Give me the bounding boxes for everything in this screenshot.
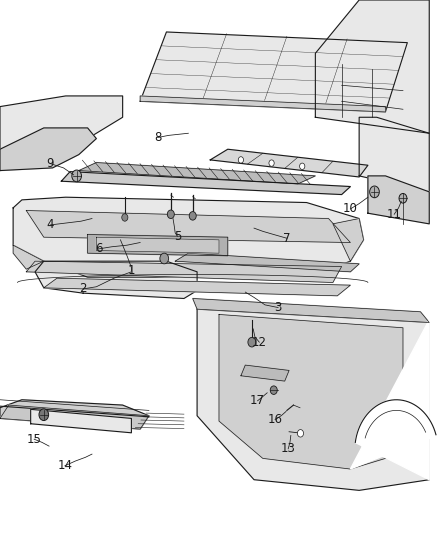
Text: 5: 5: [174, 230, 181, 243]
Polygon shape: [13, 245, 44, 269]
Polygon shape: [88, 235, 228, 256]
Text: 11: 11: [387, 208, 402, 221]
Circle shape: [300, 163, 305, 169]
Polygon shape: [26, 211, 350, 243]
Circle shape: [399, 193, 407, 203]
Polygon shape: [35, 261, 197, 298]
Circle shape: [270, 386, 277, 394]
Text: 6: 6: [95, 243, 102, 255]
Circle shape: [167, 210, 174, 219]
Text: 2: 2: [79, 282, 87, 295]
Circle shape: [160, 253, 169, 264]
Polygon shape: [0, 405, 149, 429]
Polygon shape: [333, 219, 364, 261]
Polygon shape: [359, 117, 429, 192]
Polygon shape: [368, 176, 429, 224]
Text: 9: 9: [46, 157, 54, 170]
Polygon shape: [197, 309, 429, 490]
Text: 8: 8: [154, 131, 161, 144]
Polygon shape: [13, 197, 364, 277]
Polygon shape: [96, 237, 219, 253]
Polygon shape: [350, 320, 436, 480]
Circle shape: [39, 409, 49, 421]
Polygon shape: [210, 149, 368, 177]
Text: 4: 4: [46, 219, 54, 231]
Text: 16: 16: [268, 413, 283, 426]
Circle shape: [370, 186, 379, 198]
Text: 12: 12: [252, 336, 267, 349]
Circle shape: [248, 337, 256, 347]
Text: 3: 3: [275, 301, 282, 314]
Circle shape: [122, 214, 128, 221]
Polygon shape: [140, 32, 407, 112]
Polygon shape: [0, 96, 123, 149]
Polygon shape: [315, 0, 429, 133]
Text: 14: 14: [57, 459, 72, 472]
Polygon shape: [31, 409, 131, 433]
Polygon shape: [140, 96, 385, 112]
Polygon shape: [0, 128, 96, 171]
Polygon shape: [175, 253, 359, 272]
Polygon shape: [79, 163, 315, 184]
Text: 15: 15: [27, 433, 42, 446]
Polygon shape: [61, 172, 350, 195]
Polygon shape: [193, 298, 429, 322]
Text: 10: 10: [343, 203, 358, 215]
Circle shape: [297, 430, 304, 437]
Polygon shape: [219, 314, 403, 469]
Circle shape: [189, 212, 196, 220]
Text: 13: 13: [281, 442, 296, 455]
Circle shape: [72, 170, 81, 182]
Text: 1: 1: [127, 264, 135, 277]
Text: 7: 7: [283, 232, 291, 245]
Circle shape: [238, 157, 244, 163]
Polygon shape: [0, 400, 149, 429]
Polygon shape: [241, 365, 289, 381]
Circle shape: [269, 160, 274, 166]
Text: 17: 17: [250, 394, 265, 407]
Polygon shape: [44, 278, 350, 296]
Polygon shape: [26, 261, 342, 282]
